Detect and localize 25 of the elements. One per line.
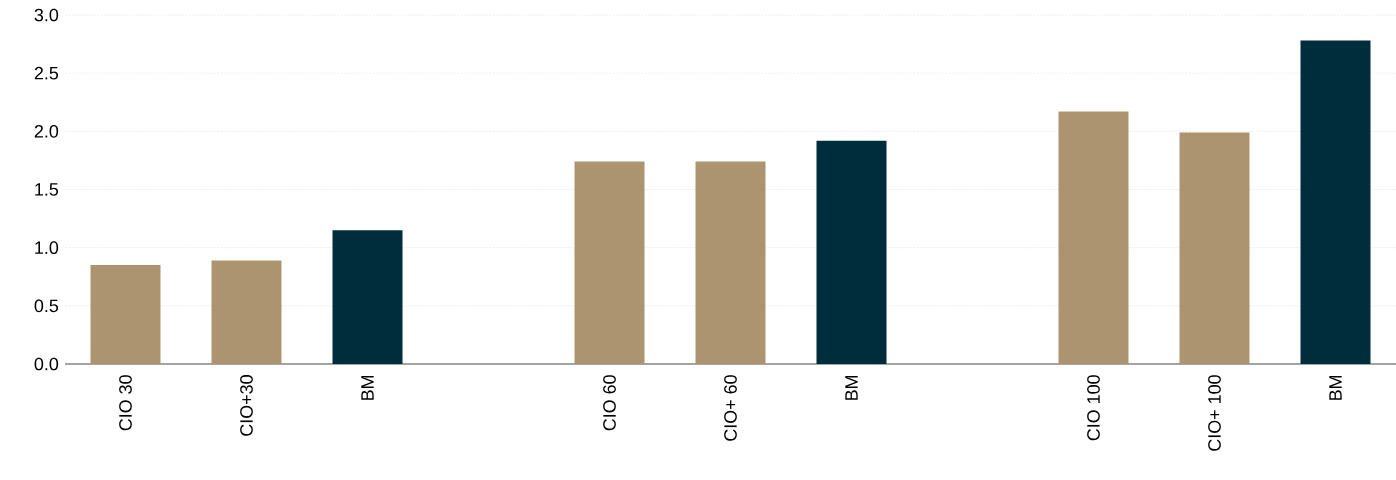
bar <box>332 230 403 364</box>
y-tick-label: 1.0 <box>35 241 59 255</box>
y-tick-label: 2.5 <box>34 66 59 80</box>
x-tick-label: CIO+30 <box>240 375 253 436</box>
x-tick-label: CIO+ 60 <box>724 375 737 441</box>
x-tick-label: CIO+ 100 <box>1208 375 1221 451</box>
y-tick-label: 1.5 <box>35 183 59 196</box>
y-tick-label: 0.5 <box>34 299 59 313</box>
bar <box>574 161 645 364</box>
bar <box>211 260 282 364</box>
x-tick-label: BM <box>845 375 858 400</box>
bar <box>1179 132 1250 364</box>
bar <box>816 140 887 364</box>
y-tick-label: 0.0 <box>34 357 59 371</box>
x-tick-label: CIO 60 <box>603 375 616 431</box>
bar <box>695 161 766 364</box>
bar <box>1058 111 1129 364</box>
x-tick-label: CIO 100 <box>1087 375 1100 441</box>
x-tick-label: BM <box>1329 375 1342 400</box>
x-tick-label: CIO 30 <box>119 375 132 431</box>
y-tick-label: 3.0 <box>34 8 59 22</box>
bar <box>90 265 161 364</box>
x-tick-label: BM <box>361 375 374 400</box>
bar <box>1300 40 1371 364</box>
y-tick-label: 2.0 <box>34 124 59 138</box>
